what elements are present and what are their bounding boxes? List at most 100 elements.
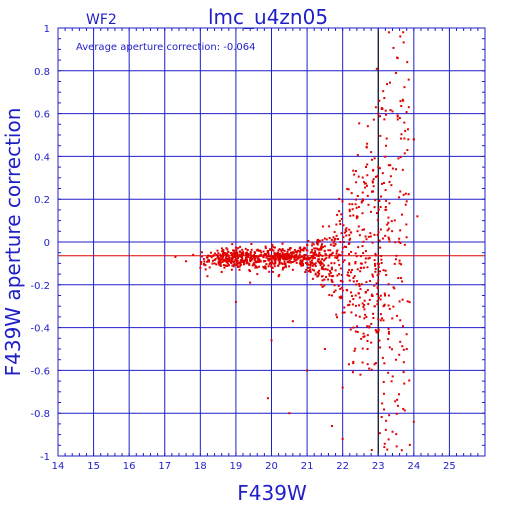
data-point [307,270,310,273]
data-point [233,260,236,263]
data-point [399,100,402,103]
data-point [374,199,377,202]
data-point [218,256,221,259]
data-point [377,296,380,299]
data-point [339,241,342,244]
data-point [395,71,398,74]
data-point [332,236,335,239]
data-point [328,254,331,257]
data-point [387,332,390,335]
data-point [219,264,222,267]
data-point [267,259,270,262]
data-point [232,256,235,259]
data-point [407,138,410,141]
data-point [289,255,292,258]
data-point [402,193,405,196]
data-point [335,313,338,316]
data-point [349,214,352,217]
data-point [288,248,291,251]
data-point [298,253,301,256]
data-point [235,264,238,267]
data-point [314,273,317,276]
x-axis-label: F439W [237,481,307,505]
data-point [340,232,343,235]
data-point [212,254,215,257]
data-point [367,257,370,260]
data-point [348,279,351,282]
data-point [359,270,362,273]
data-point [280,250,283,253]
data-point [302,264,305,267]
data-point [376,303,379,306]
data-point [385,419,388,422]
data-point [268,263,271,266]
data-point [221,253,224,256]
data-point [334,289,337,292]
data-point [347,363,350,366]
data-point [233,253,236,256]
x-tick-label: 20 [265,461,278,472]
data-point [289,261,292,264]
data-point [216,256,219,259]
data-point [378,99,381,102]
data-point [313,247,316,250]
data-point [372,275,375,278]
data-point [390,380,393,383]
data-point [336,249,339,252]
data-point [328,225,331,228]
data-point [405,223,408,226]
data-point [238,265,241,268]
data-point [365,281,368,284]
data-point [391,110,394,113]
data-point [360,283,363,286]
data-point [306,249,309,252]
data-point [343,259,346,262]
data-point [401,345,404,348]
data-point [400,449,403,452]
data-point [395,168,398,171]
data-point [377,279,380,282]
data-point [400,133,403,136]
data-point [364,182,367,185]
data-point [381,182,384,185]
data-point [387,327,390,330]
data-point [294,259,297,262]
data-point [258,258,261,261]
data-point [274,252,277,255]
data-point [396,114,399,117]
data-point [230,251,233,254]
data-point [390,220,393,223]
data-point [332,241,335,244]
data-point [401,325,404,328]
data-point [382,181,385,184]
data-point [307,240,310,243]
data-point [360,201,363,204]
data-point [231,252,234,255]
data-point [306,243,309,246]
x-tick-label: 23 [372,461,385,472]
data-point [213,262,216,265]
data-point [400,213,403,216]
data-point [374,329,377,332]
data-point [384,205,387,208]
data-point [370,293,373,296]
data-point [312,243,315,246]
data-point [370,448,373,451]
data-point [323,245,326,248]
data-point [337,253,340,256]
data-point [369,232,372,235]
data-point [265,253,268,256]
data-point [348,274,351,277]
data-point [286,258,289,261]
data-point [348,234,351,237]
data-point [222,252,225,255]
data-point [300,255,303,258]
data-point [386,229,389,232]
data-point [338,210,341,213]
data-point [285,265,288,268]
data-point [233,256,236,259]
data-point [330,294,333,297]
data-point [309,262,312,265]
data-point [340,295,343,298]
data-point [221,260,224,263]
